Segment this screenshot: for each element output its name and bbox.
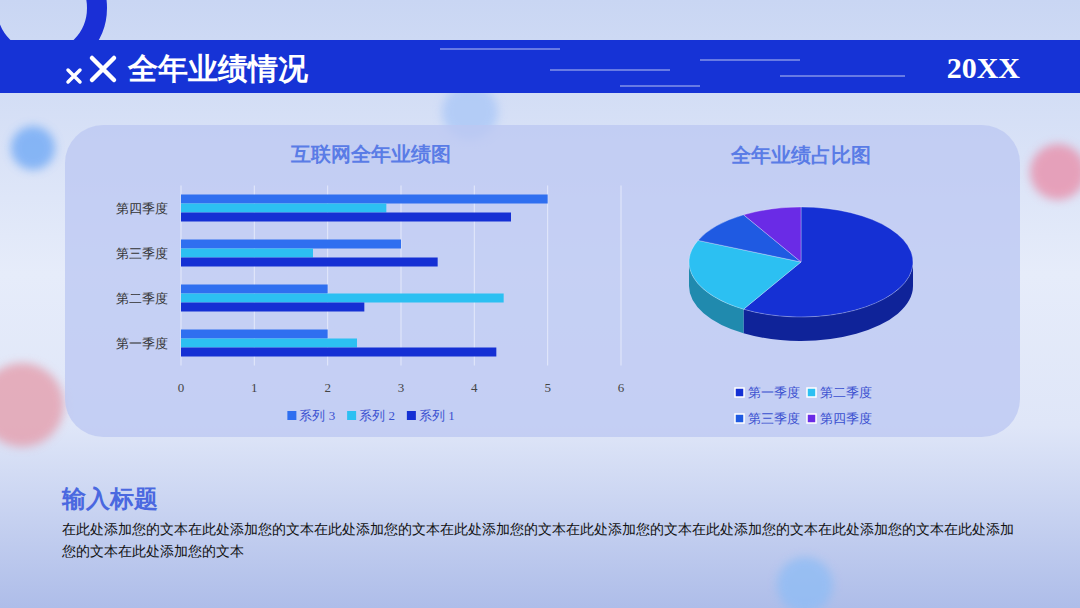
legend-swatch: [735, 414, 744, 423]
bubble: [11, 126, 55, 170]
chart-title: 全年业绩占比图: [730, 144, 871, 166]
pie-chart: 全年业绩占比图第一季度 第二季度第三季度 第四季度: [689, 144, 913, 426]
legend-label: 系列 2: [359, 408, 395, 423]
header-line: [780, 76, 905, 77]
category-label: 第四季度: [116, 201, 168, 216]
bar: [181, 249, 313, 258]
tick-label: 2: [324, 380, 331, 395]
header-line: [620, 86, 700, 87]
bubble: [0, 363, 64, 447]
icon-x: [68, 70, 80, 82]
tick-label: 0: [178, 380, 185, 395]
legend-label: 第四季度: [820, 411, 872, 426]
tick-label: 5: [544, 380, 551, 395]
bar: [181, 339, 357, 348]
header-band: [0, 40, 1080, 93]
chart-title: 互联网全年业绩图: [290, 143, 451, 165]
bubble: [777, 557, 833, 608]
bar: [181, 294, 504, 303]
bars: [181, 195, 548, 357]
legend-label: 第三季度: [748, 411, 800, 426]
legend: 系列 3 系列 2 系列 1: [287, 408, 454, 423]
bar: [181, 348, 496, 357]
legend-swatch: [807, 414, 816, 423]
section-title: 输入标题: [61, 486, 158, 512]
legend-swatch: [407, 411, 416, 420]
bar: [181, 195, 548, 204]
legend-label: 第二季度: [820, 385, 872, 400]
icon-x: [92, 58, 114, 80]
bar: [181, 204, 386, 213]
header-line: [440, 49, 560, 50]
bar: [181, 213, 511, 222]
decorations: [0, 0, 1080, 608]
legend-swatch: [735, 388, 744, 397]
legend-label: 系列 3: [299, 408, 335, 423]
header-year: 20XX: [947, 51, 1021, 84]
legend-swatch: [287, 411, 296, 420]
tick-label: 3: [398, 380, 405, 395]
bar: [181, 258, 438, 267]
tick-label: 6: [618, 380, 625, 395]
header-line: [550, 70, 670, 71]
slide: 全年业绩情况20XX输入标题互联网全年业绩图0123456第一季度第二季度第三季…: [0, 0, 1080, 608]
legend-label: 系列 1: [419, 408, 455, 423]
header-title: 全年业绩情况: [127, 52, 309, 85]
category-label: 第一季度: [116, 336, 168, 351]
tick-label: 4: [471, 380, 478, 395]
tick-label: 1: [251, 380, 258, 395]
pie-slice: [744, 207, 801, 262]
bar: [181, 330, 328, 339]
bar: [181, 303, 364, 312]
legend-swatch: [347, 411, 356, 420]
grid-line: [547, 186, 548, 366]
bar: [181, 240, 401, 249]
header-line: [700, 60, 800, 61]
category-label: 第二季度: [116, 291, 168, 306]
chart-panel: [65, 125, 1020, 437]
bubble: [1030, 144, 1080, 200]
legend-swatch: [807, 388, 816, 397]
bar: [181, 285, 328, 294]
body-text: 在此处添加您的文本在此处添加您的文本在此处添加您的文本在此处添加您的文本在此处添…: [62, 519, 1022, 563]
legend: 第一季度 第二季度第三季度 第四季度: [735, 385, 872, 426]
legend-label: 第一季度: [748, 385, 800, 400]
grid-line: [621, 186, 622, 366]
category-label: 第三季度: [116, 246, 168, 261]
bar-chart: 互联网全年业绩图0123456第一季度第二季度第三季度第四季度系列 3系列 2系…: [116, 143, 625, 423]
